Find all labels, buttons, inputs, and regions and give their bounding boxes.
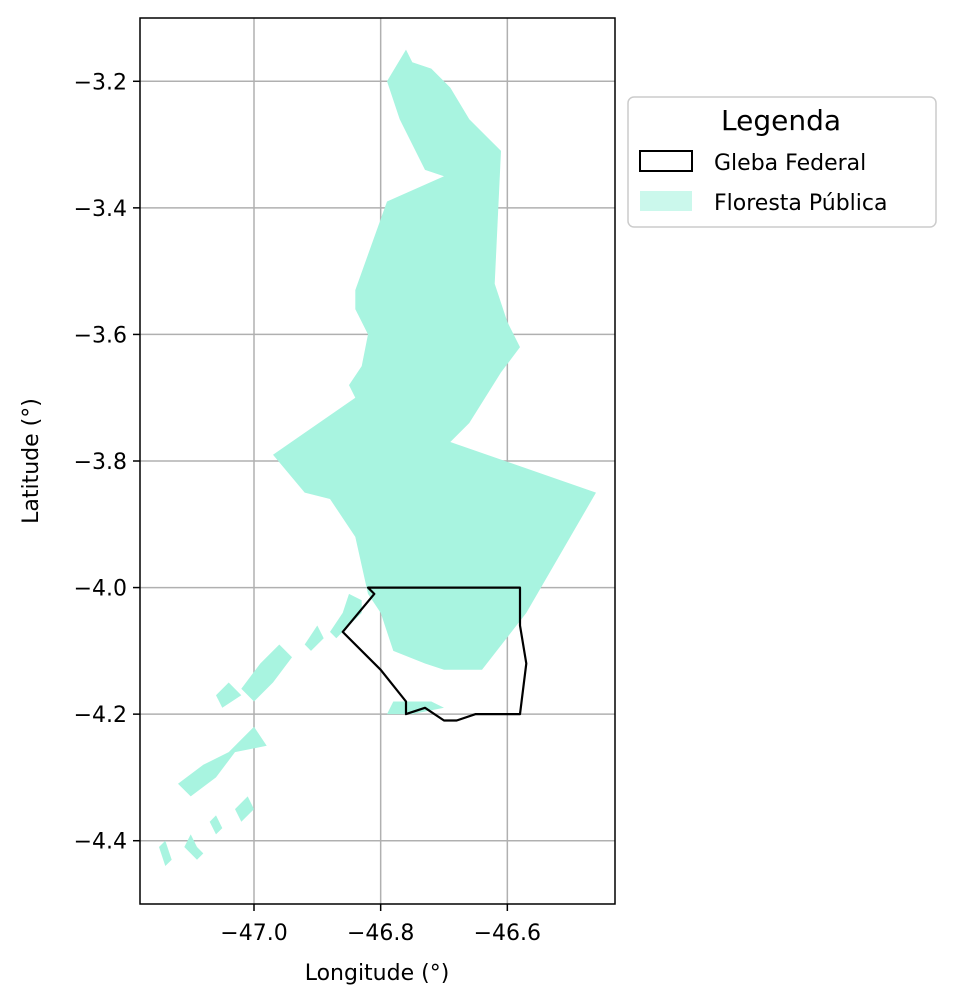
floresta-publica-polygon	[216, 682, 242, 708]
floresta-publica-polygon	[387, 701, 444, 715]
gleba-federal-polygon	[341, 586, 528, 722]
legend: Legenda Gleba Federal Floresta Pública	[627, 96, 937, 228]
y-tick-label: −3.8	[74, 450, 127, 475]
legend-label-gleba-federal: Gleba Federal	[714, 151, 866, 176]
gleba-federal-layer	[341, 586, 528, 722]
floresta-publica-polygon	[178, 726, 267, 797]
floresta-publica-polygon	[159, 840, 172, 866]
floresta-publica-polygon	[330, 593, 362, 639]
floresta-publica-layer	[159, 49, 596, 866]
floresta-publica-polygon	[184, 834, 204, 860]
legend-box	[627, 96, 937, 228]
y-tick-label: −3.2	[74, 70, 127, 95]
floresta-publica-polygon	[235, 796, 254, 822]
y-axis-ticks: −3.2 −3.4 −3.6 −3.8 −4.0 −4.2 −4.4	[74, 70, 140, 855]
legend-swatch-gleba-federal	[639, 150, 693, 172]
x-tick-label: −46.6	[474, 921, 541, 946]
y-tick-label: −3.6	[74, 323, 127, 348]
x-tick-label: −46.8	[347, 921, 414, 946]
y-axis-title: Latitude (°)	[19, 398, 44, 524]
plot-area	[139, 17, 616, 905]
y-tick-label: −3.4	[74, 197, 127, 222]
legend-label-floresta-publica: Floresta Pública	[714, 191, 887, 216]
legend-title: Legenda	[721, 104, 841, 137]
floresta-publica-polygon	[209, 815, 223, 835]
x-axis-ticks: −47.0 −46.8 −46.6	[220, 904, 541, 946]
y-tick-label: −4.2	[74, 703, 127, 728]
x-tick-label: −47.0	[220, 921, 287, 946]
y-tick-label: −4.0	[74, 577, 127, 602]
floresta-publica-polygon	[304, 625, 324, 651]
floresta-publica-polygon	[241, 644, 292, 702]
legend-swatch-floresta-publica	[640, 191, 692, 211]
x-axis-title: Longitude (°)	[305, 961, 450, 986]
floresta-publica-polygon	[273, 49, 596, 670]
y-tick-label: −4.4	[74, 830, 127, 855]
